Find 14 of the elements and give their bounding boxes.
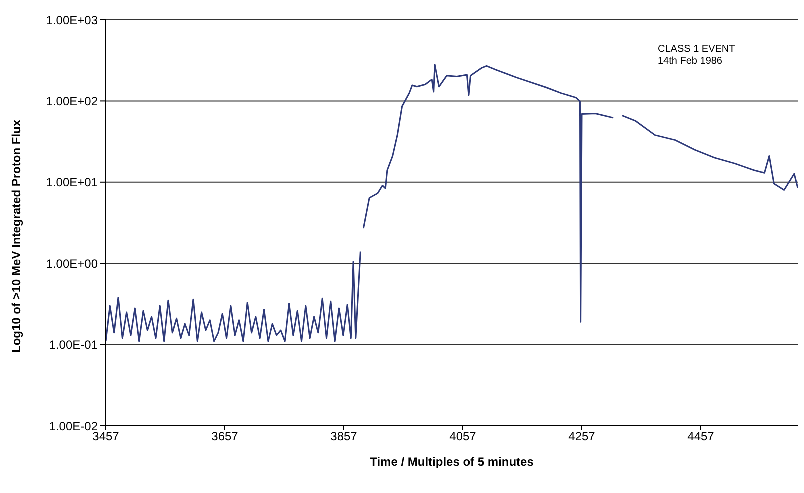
- x-tick-label: 3657: [212, 430, 239, 444]
- x-tick-label: 4457: [688, 430, 715, 444]
- x-tick-label: 3857: [330, 430, 358, 444]
- x-tick-label: 4257: [568, 430, 596, 444]
- y-tick-label: 1.00E+02: [46, 94, 98, 108]
- y-tick-label: 1.00E+00: [46, 256, 98, 271]
- annotation: CLASS 1 EVENT: [658, 44, 736, 56]
- y-tick-label: 1.00E+03: [46, 13, 98, 28]
- y-tick-label: 1.00E-01: [49, 338, 98, 352]
- x-axis-title: Time / Multiples of 5 minutes: [370, 455, 534, 469]
- y-axis-title: Log10 of >10 MeV Integrated Proton Flux: [9, 120, 24, 353]
- annotation: 14th Feb 1986: [658, 56, 724, 68]
- x-tick-label: 4057: [450, 430, 477, 444]
- y-tick-label: 1.00E+01: [46, 176, 98, 190]
